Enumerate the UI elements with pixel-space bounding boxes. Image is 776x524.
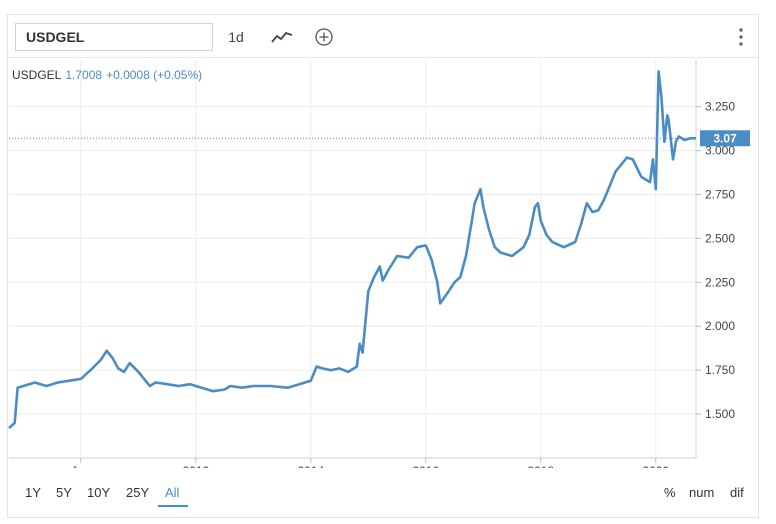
toolbar: USDGEL 1d: [8, 15, 758, 58]
y-tick-label: 2.500: [705, 231, 735, 245]
x-tick-label: 2012: [182, 464, 209, 468]
legend-change: +0.0008 (+0.05%): [106, 68, 203, 82]
legend: USDGEL 1.7008 +0.0008 (+0.05%): [12, 68, 202, 82]
y-tick-label: 3.000: [705, 144, 735, 158]
series-line-usdgel: [8, 70, 696, 430]
active-range-underline: [158, 505, 188, 507]
x-tick-label: 2014: [297, 464, 324, 468]
last-price-label: 3.07: [713, 131, 737, 145]
x-tick-label: 2020: [642, 464, 669, 468]
price-chart[interactable]: 1.500 1.750 2.000 2.250 2.500 2.750 3.000 3.250…: [8, 58, 758, 478]
symbol-input[interactable]: USDGEL: [15, 23, 213, 51]
mode-dif[interactable]: dif: [730, 485, 744, 500]
vertical-dots-icon: [739, 28, 743, 46]
y-tick-label: 2.000: [705, 319, 735, 333]
x-tick-label: 2016: [412, 464, 439, 468]
interval-button[interactable]: 1d: [228, 29, 244, 45]
legend-last: 1.7008: [65, 68, 103, 82]
legend-symbol: USDGEL: [12, 68, 62, 82]
y-tick-label: 1.750: [705, 363, 735, 377]
chart-widget: USDGEL 1d 1.500 1.750 2.000 2.250 2.500 2.750…: [7, 14, 759, 518]
range-5y[interactable]: 5Y: [56, 485, 72, 500]
y-axis: 1.500 1.750 2.000 2.250 2.500 2.750 3.000 3.250: [695, 60, 735, 458]
y-tick-label: 2.750: [705, 187, 735, 201]
mode-num[interactable]: num: [689, 485, 715, 500]
y-tick-label: 1.500: [705, 407, 735, 421]
chart-area[interactable]: 1.500 1.750 2.000 2.250 2.500 2.750 3.000 3.250…: [8, 58, 758, 478]
x-tick-label: 2018: [527, 464, 554, 468]
grid-lines: [9, 60, 696, 458]
last-price-badge: 3.07: [700, 130, 750, 147]
menu-button[interactable]: [738, 27, 744, 47]
add-indicator-button[interactable]: [312, 23, 336, 51]
x-tick-label: Jan: [71, 464, 90, 468]
plus-circle-icon: [315, 28, 333, 46]
y-tick-label: 2.250: [705, 275, 735, 289]
chart-type-button[interactable]: [268, 23, 296, 51]
range-1y[interactable]: 1Y: [25, 485, 41, 500]
y-tick-label: 3.250: [705, 100, 735, 114]
x-axis: Jan 2012 2014 2016 2018 2020: [9, 457, 696, 478]
range-10y[interactable]: 10Y: [87, 485, 111, 500]
range-all[interactable]: All: [165, 485, 180, 500]
mode-percent[interactable]: %: [664, 485, 676, 500]
range-25y[interactable]: 25Y: [126, 485, 150, 500]
line-chart-icon: [271, 31, 293, 43]
